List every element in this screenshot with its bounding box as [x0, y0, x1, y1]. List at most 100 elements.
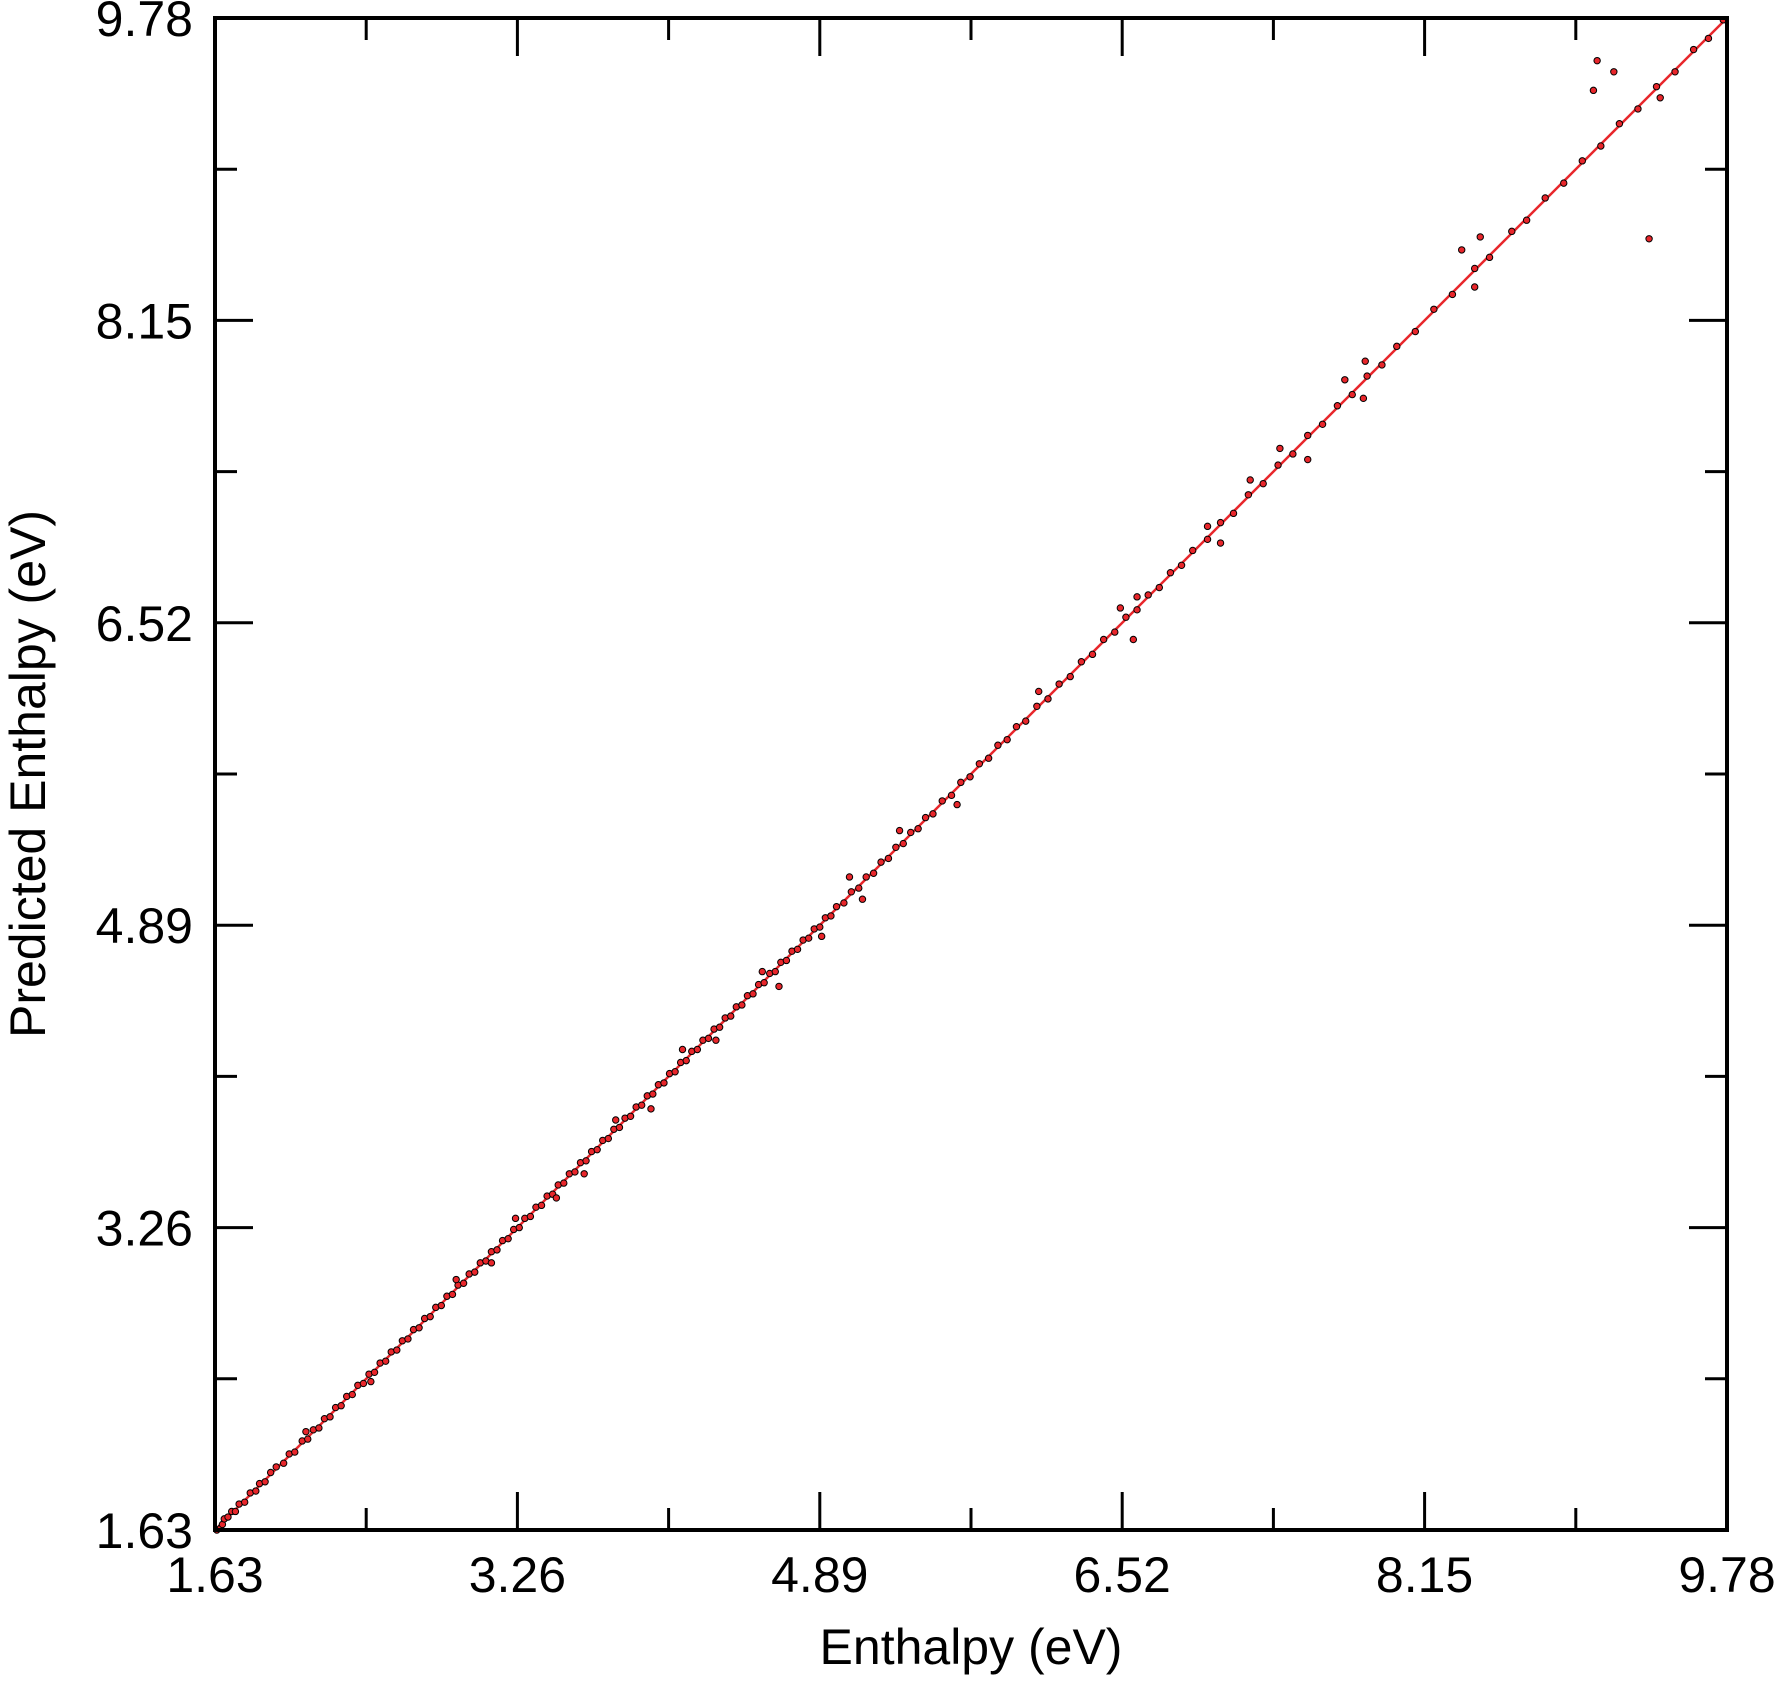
data-point — [1431, 306, 1437, 312]
data-point — [1471, 284, 1477, 290]
data-point — [713, 1037, 719, 1043]
data-point — [948, 792, 954, 798]
data-point — [1247, 477, 1253, 483]
data-point — [1067, 673, 1073, 679]
data-point — [694, 1046, 700, 1052]
data-point — [1657, 95, 1663, 101]
y-tick-label: 3.26 — [96, 1201, 193, 1257]
data-point — [1112, 629, 1118, 635]
data-point — [1471, 265, 1477, 271]
x-tick-label: 6.52 — [1074, 1547, 1171, 1603]
data-point — [805, 935, 811, 941]
data-point — [527, 1213, 533, 1219]
data-point — [1305, 456, 1311, 462]
data-point — [1646, 236, 1652, 242]
data-point — [794, 946, 800, 952]
data-point — [516, 1224, 522, 1230]
data-point — [1394, 343, 1400, 349]
data-point — [1089, 651, 1095, 657]
data-point — [1178, 562, 1184, 568]
y-tick-label: 9.78 — [96, 0, 193, 47]
data-point — [1036, 688, 1042, 694]
data-point — [494, 1247, 500, 1253]
data-point — [1362, 358, 1368, 364]
data-point — [1598, 143, 1604, 149]
data-point — [1690, 46, 1696, 52]
data-point — [939, 798, 945, 804]
data-point — [1123, 614, 1129, 620]
data-point — [896, 827, 902, 833]
data-point — [1204, 536, 1210, 542]
data-point — [1217, 519, 1223, 525]
data-point — [305, 1436, 311, 1442]
data-point — [616, 1124, 622, 1130]
y-tick-label: 6.52 — [96, 596, 193, 652]
data-point — [1034, 703, 1040, 709]
data-point — [338, 1403, 344, 1409]
data-point — [859, 896, 865, 902]
data-point — [1342, 377, 1348, 383]
data-point — [1245, 492, 1251, 498]
data-point — [572, 1169, 578, 1175]
data-point — [958, 779, 964, 785]
data-point — [1204, 523, 1210, 529]
data-point — [728, 1013, 734, 1019]
data-point — [1635, 106, 1641, 112]
data-point — [1477, 234, 1483, 240]
data-point — [672, 1069, 678, 1075]
data-point — [1349, 391, 1355, 397]
data-point — [561, 1180, 567, 1186]
y-tick-label: 1.63 — [96, 1503, 193, 1559]
data-point — [1260, 480, 1266, 486]
data-point — [453, 1276, 459, 1282]
data-point — [382, 1358, 388, 1364]
data-point — [1004, 736, 1010, 742]
data-point — [1523, 217, 1529, 223]
data-point — [327, 1414, 333, 1420]
data-point — [273, 1464, 279, 1470]
data-point — [679, 1046, 685, 1052]
data-point — [995, 742, 1001, 748]
data-point — [613, 1117, 619, 1123]
x-axis-label: Enthalpy (eV) — [820, 1619, 1123, 1675]
x-tick-label: 3.26 — [469, 1547, 566, 1603]
data-point — [1705, 35, 1711, 41]
data-point — [846, 874, 852, 880]
data-point — [371, 1369, 377, 1375]
data-point — [772, 968, 778, 974]
data-point — [761, 980, 767, 986]
data-point — [1542, 195, 1548, 201]
data-point — [594, 1146, 600, 1152]
data-point — [1217, 540, 1223, 546]
data-point — [870, 870, 876, 876]
data-point — [705, 1035, 711, 1041]
data-point — [1117, 605, 1123, 611]
data-point — [1594, 57, 1600, 63]
data-point — [739, 1002, 745, 1008]
data-point — [280, 1460, 286, 1466]
data-point — [1319, 421, 1325, 427]
tick-labels: 1.63 3.26 4.89 6.52 8.15 9.78 1.63 3.26 4.89 6.52… — [96, 0, 1776, 1603]
data-point — [292, 1449, 298, 1455]
data-point — [683, 1057, 689, 1063]
data-point — [438, 1302, 444, 1308]
data-point — [262, 1479, 268, 1485]
data-point — [1486, 254, 1492, 260]
data-point — [750, 991, 756, 997]
data-point — [661, 1080, 667, 1086]
data-point — [817, 924, 823, 930]
data-point — [583, 1158, 589, 1164]
data-point — [1334, 403, 1340, 409]
data-point — [1360, 395, 1366, 401]
data-point — [1130, 636, 1136, 642]
data-point — [976, 761, 982, 767]
data-point — [1056, 681, 1062, 687]
data-point — [1230, 510, 1236, 516]
data-point — [908, 829, 914, 835]
data-point — [405, 1336, 411, 1342]
data-point — [922, 814, 928, 820]
data-point — [1653, 83, 1659, 89]
data-point — [985, 755, 991, 761]
